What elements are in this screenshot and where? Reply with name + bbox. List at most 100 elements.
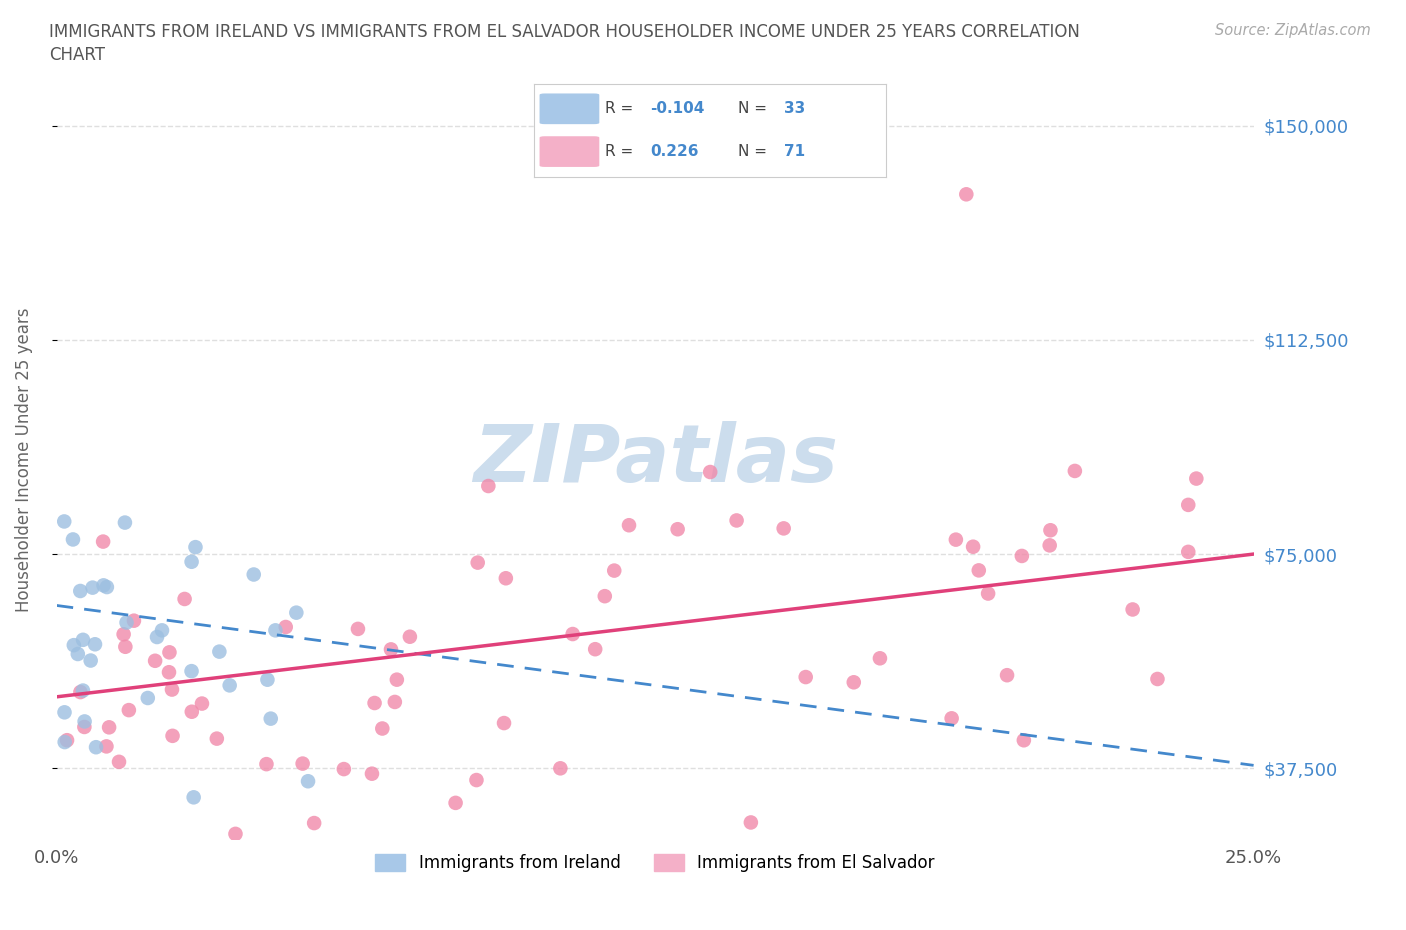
Point	[772, 521, 794, 536]
Point	[477, 479, 499, 494]
Point	[371, 721, 394, 736]
Text: -0.104: -0.104	[650, 101, 704, 116]
Point	[941, 711, 963, 725]
Point	[995, 668, 1018, 683]
Point	[842, 675, 865, 690]
Point	[962, 539, 984, 554]
Point	[1063, 463, 1085, 478]
Text: R =: R =	[605, 101, 633, 116]
Point	[363, 696, 385, 711]
Point	[69, 684, 91, 699]
Point	[180, 664, 202, 679]
Point	[385, 672, 408, 687]
Point	[264, 623, 287, 638]
Point	[112, 627, 135, 642]
Point	[399, 630, 422, 644]
Text: 33: 33	[785, 101, 806, 116]
Point	[218, 678, 240, 693]
Point	[1122, 602, 1144, 617]
Point	[180, 704, 202, 719]
Point	[977, 586, 1000, 601]
Text: Source: ZipAtlas.com: Source: ZipAtlas.com	[1215, 23, 1371, 38]
Point	[62, 532, 84, 547]
Point	[108, 754, 131, 769]
Point	[53, 514, 76, 529]
Point	[63, 638, 86, 653]
Point	[73, 714, 96, 729]
Point	[118, 703, 141, 718]
Point	[205, 731, 228, 746]
Point	[208, 644, 231, 659]
Point	[150, 623, 173, 638]
Point	[66, 646, 89, 661]
Point	[561, 627, 583, 642]
Point	[603, 564, 626, 578]
Point	[291, 756, 314, 771]
Point	[967, 563, 990, 578]
Point	[180, 554, 202, 569]
Point	[945, 532, 967, 547]
Point	[84, 739, 107, 754]
Point	[72, 684, 94, 698]
FancyBboxPatch shape	[540, 93, 599, 125]
Point	[157, 665, 180, 680]
Point	[444, 795, 467, 810]
Point	[260, 711, 283, 726]
Point	[380, 642, 402, 657]
Point	[162, 728, 184, 743]
Point	[467, 555, 489, 570]
Point	[183, 790, 205, 804]
Point	[242, 567, 264, 582]
Point	[160, 682, 183, 697]
FancyBboxPatch shape	[540, 136, 599, 167]
Point	[794, 670, 817, 684]
Point	[297, 774, 319, 789]
Legend: Immigrants from Ireland, Immigrants from El Salvador: Immigrants from Ireland, Immigrants from…	[367, 845, 943, 881]
Point	[666, 522, 689, 537]
Point	[146, 630, 169, 644]
Text: CHART: CHART	[49, 46, 105, 64]
Point	[347, 621, 370, 636]
Point	[1185, 472, 1208, 486]
Point	[1177, 498, 1199, 512]
Point	[256, 757, 278, 772]
Point	[384, 695, 406, 710]
Point	[56, 733, 79, 748]
Point	[1011, 549, 1033, 564]
Point	[143, 654, 166, 669]
Point	[583, 642, 606, 657]
Point	[184, 539, 207, 554]
Point	[114, 515, 136, 530]
Point	[159, 644, 181, 659]
Point	[869, 651, 891, 666]
Text: ZIPatlas: ZIPatlas	[472, 421, 838, 498]
Text: N =: N =	[738, 144, 768, 159]
Point	[274, 619, 297, 634]
Point	[740, 815, 762, 830]
Point	[1177, 544, 1199, 559]
Point	[256, 672, 278, 687]
Point	[191, 697, 214, 711]
Point	[73, 720, 96, 735]
Point	[333, 762, 356, 777]
Point	[82, 580, 104, 595]
Text: IMMIGRANTS FROM IRELAND VS IMMIGRANTS FROM EL SALVADOR HOUSEHOLDER INCOME UNDER : IMMIGRANTS FROM IRELAND VS IMMIGRANTS FR…	[49, 23, 1080, 41]
Point	[699, 465, 721, 480]
Point	[361, 766, 384, 781]
Point	[98, 720, 121, 735]
Point	[122, 613, 145, 628]
Point	[955, 187, 977, 202]
Point	[492, 715, 515, 730]
Point	[224, 827, 246, 842]
Point	[96, 579, 118, 594]
Text: N =: N =	[738, 101, 768, 116]
Point	[69, 583, 91, 598]
Text: 71: 71	[785, 144, 806, 159]
Point	[173, 591, 195, 606]
Point	[725, 513, 748, 528]
Text: 0.226: 0.226	[650, 144, 699, 159]
Point	[285, 605, 308, 620]
Point	[495, 571, 517, 586]
Point	[1039, 523, 1062, 538]
Point	[91, 534, 114, 549]
